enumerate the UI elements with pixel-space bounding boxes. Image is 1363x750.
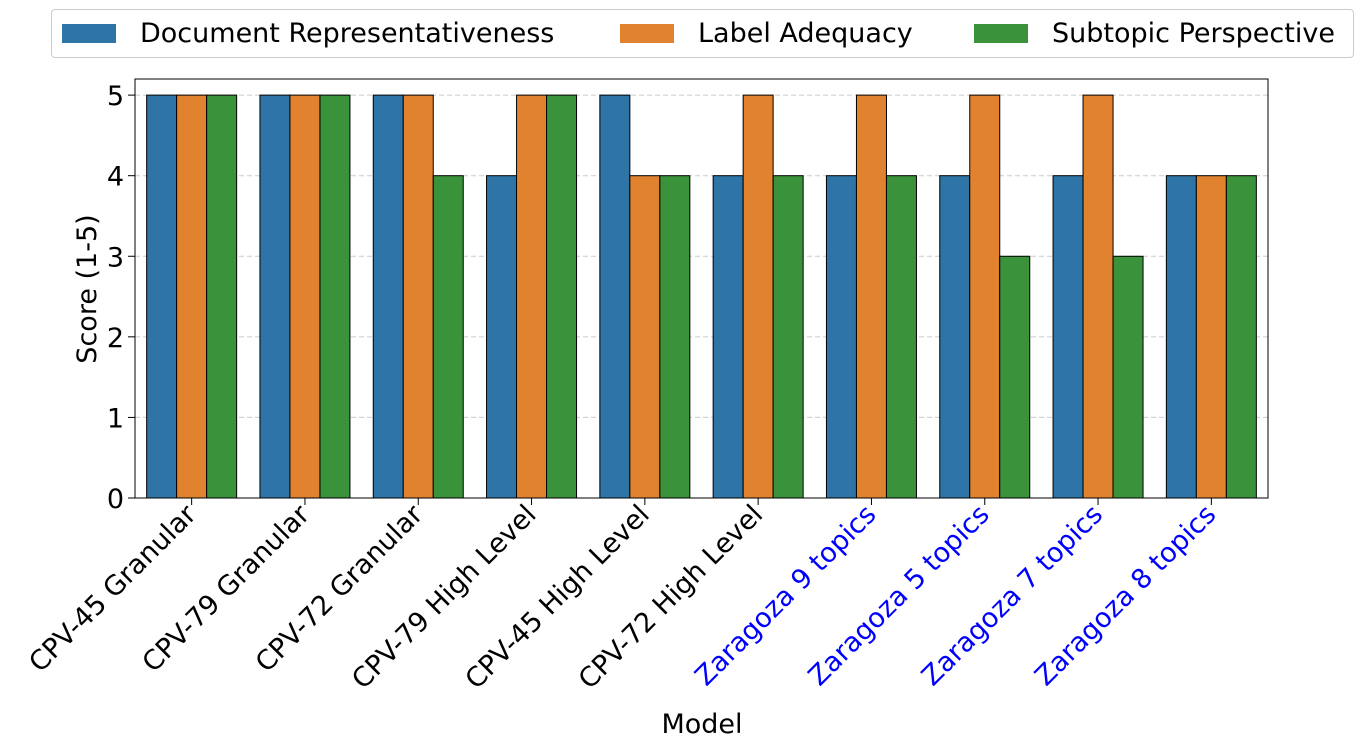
bar-label-adequacy-7 [969, 94, 1001, 499]
bar-label-adequacy-3 [516, 94, 548, 499]
bar-document-representativeness-9 [1165, 175, 1197, 499]
bar-document-representativeness-1 [259, 94, 291, 499]
x-tick-label: CPV-79 High Level [346, 499, 542, 695]
bar-document-representativeness-6 [825, 175, 857, 499]
bar-subtopic-perspective-0 [206, 94, 238, 499]
legend-label-label-adequacy: Label Adequacy [698, 18, 913, 49]
bar-document-representativeness-2 [372, 94, 404, 499]
bar-document-representativeness-4 [599, 94, 631, 499]
bar-document-representativeness-5 [712, 175, 744, 499]
bar-subtopic-perspective-3 [546, 94, 578, 499]
bar-document-representativeness-7 [939, 175, 971, 499]
y-tick-label: 4 [107, 162, 124, 193]
plot-frame [134, 78, 1269, 499]
legend-swatch-label-adequacy [620, 24, 674, 43]
bar-label-adequacy-1 [289, 94, 321, 499]
y-tick-label: 2 [107, 323, 124, 354]
bar-label-adequacy-0 [176, 94, 208, 499]
bar-subtopic-perspective-2 [432, 175, 464, 499]
bar-subtopic-perspective-9 [1225, 175, 1257, 499]
legend-item-label-adequacy: Label Adequacy [620, 10, 913, 57]
bar-label-adequacy-4 [629, 175, 661, 499]
bar-document-representativeness-3 [486, 175, 518, 499]
legend-swatch-document-representativeness [62, 24, 116, 43]
y-tick-label: 0 [107, 484, 124, 515]
x-tick-label: CPV-72 High Level [573, 499, 769, 695]
y-axis: 0 1 2 3 4 5 [107, 81, 135, 515]
y-tick-label: 5 [107, 81, 124, 112]
bar-document-representativeness-0 [146, 94, 178, 499]
bars [146, 94, 1257, 499]
bar-subtopic-perspective-1 [319, 94, 351, 499]
bar-subtopic-perspective-6 [885, 175, 917, 499]
legend-swatch-subtopic-perspective [974, 24, 1028, 43]
legend-label-document-representativeness: Document Representativeness [140, 18, 555, 49]
x-tick-label: CPV-45 High Level [459, 499, 655, 695]
y-axis-label: Score (1-5) [72, 214, 103, 363]
y-tick-label: 1 [107, 403, 124, 434]
bar-subtopic-perspective-5 [772, 175, 804, 499]
bar-label-adequacy-6 [855, 94, 887, 499]
legend-item-subtopic-perspective: Subtopic Perspective [974, 10, 1335, 57]
bar-label-adequacy-5 [742, 94, 774, 499]
bar-subtopic-perspective-4 [659, 175, 691, 499]
bar-label-adequacy-2 [402, 94, 434, 499]
bar-label-adequacy-8 [1082, 94, 1114, 499]
bar-subtopic-perspective-8 [1112, 255, 1144, 499]
legend-item-document-representativeness: Document Representativeness [62, 10, 554, 57]
legend-label-subtopic-perspective: Subtopic Perspective [1052, 18, 1335, 49]
bar-document-representativeness-8 [1052, 175, 1084, 499]
x-axis-label: Model [661, 709, 742, 740]
bar-label-adequacy-9 [1195, 175, 1227, 499]
bar-subtopic-perspective-7 [999, 255, 1031, 499]
y-tick-label: 3 [107, 242, 124, 273]
legend: Document Representativeness Label Adequa… [51, 9, 1354, 58]
